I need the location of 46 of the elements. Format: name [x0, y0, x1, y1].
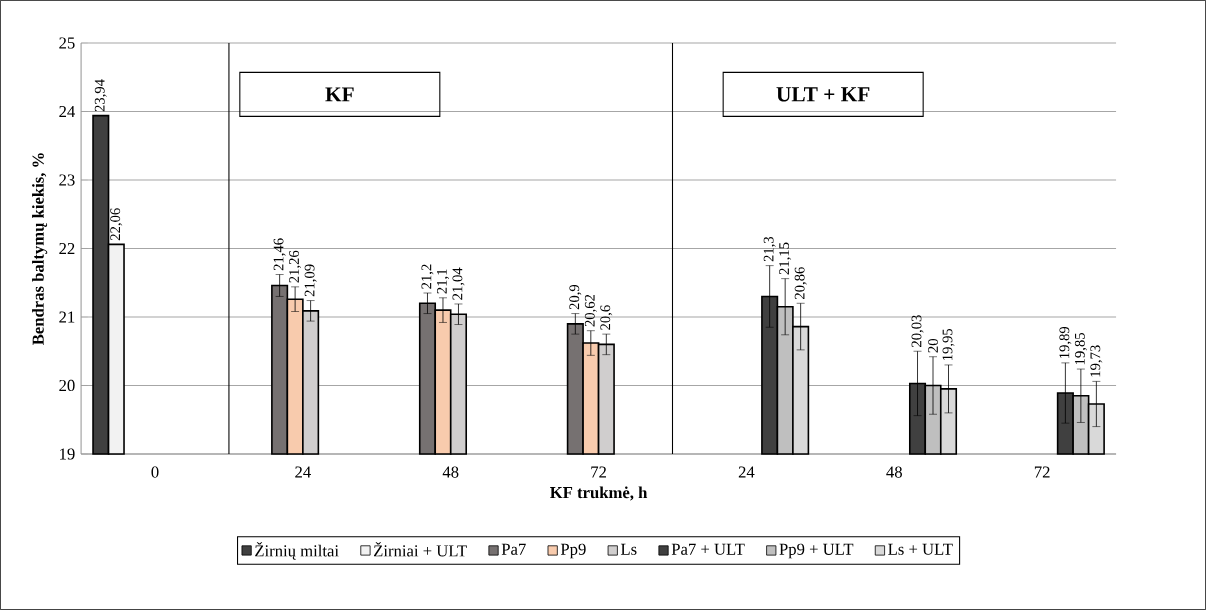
legend-label: Ls — [620, 543, 637, 555]
data-label: 21,15 — [779, 242, 792, 275]
x-tick-label: 24 — [738, 466, 755, 478]
data-label: 19,89 — [1059, 326, 1072, 358]
data-label: 22,06 — [110, 208, 123, 241]
legend-label: Žirniai + ULT — [373, 542, 467, 557]
data-label: 20,03 — [911, 315, 924, 347]
y-tick-label: 24 — [59, 105, 75, 118]
x-tick-label: 48 — [886, 466, 902, 478]
data-label: 19,95 — [942, 328, 955, 361]
y-tick-label: 25 — [59, 37, 75, 49]
x-tick-label: 0 — [151, 466, 159, 478]
legend-label: Pp9 + ULT — [779, 543, 854, 559]
annotation: KF — [325, 87, 354, 102]
data-label: 23,94 — [94, 79, 107, 112]
y-tick-label: 20 — [59, 379, 75, 392]
x-tick-label: 72 — [591, 466, 606, 478]
data-label: 20,6 — [600, 305, 613, 330]
legend-label: Ls + ULT — [888, 543, 953, 555]
legend-label: Pp9 — [560, 543, 586, 559]
data-label: 19,73 — [1090, 345, 1103, 377]
y-axis-title: Bendras baltymų kiekis, % — [32, 153, 48, 345]
legend-label: Pa7 + ULT — [671, 543, 745, 555]
data-label: 21,46 — [273, 238, 286, 271]
annotation: ULT + KF — [776, 87, 870, 102]
data-label: 20,62 — [584, 294, 597, 327]
y-tick-label: 21 — [59, 311, 75, 323]
data-label: 20,86 — [794, 267, 807, 300]
data-label: 21,3 — [763, 236, 776, 262]
data-label: 21,26 — [289, 250, 302, 283]
data-label: 21,1 — [437, 269, 449, 294]
y-tick-label: 22 — [59, 242, 75, 255]
data-label: 21,04 — [452, 267, 465, 300]
x-axis-title: KF trukmė, h — [550, 486, 648, 501]
data-label: 21,2 — [421, 264, 434, 289]
y-tick-label: 23 — [59, 174, 75, 186]
x-tick-label: 48 — [442, 466, 459, 478]
x-tick-label: 24 — [295, 466, 311, 478]
data-label: 20,9 — [569, 284, 582, 310]
y-tick-label: 19 — [60, 448, 75, 460]
legend-label: Pa7 — [501, 543, 526, 555]
legend-label: Žirnių miltai — [255, 542, 339, 560]
data-label: 19,85 — [1074, 333, 1087, 365]
x-tick-label: 72 — [1034, 466, 1050, 478]
data-label: 21,09 — [304, 264, 317, 297]
data-label: 20 — [928, 339, 938, 353]
